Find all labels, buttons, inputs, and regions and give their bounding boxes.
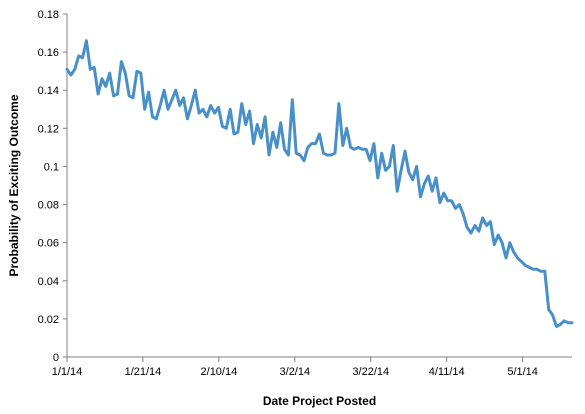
y-tick-label: 0.08 [38,200,59,212]
x-tick-label: 3/22/14 [352,366,389,378]
y-tick-label: 0.1 [44,161,59,173]
y-axis-title: Probability of Exciting Outcome [7,94,21,276]
series-line [65,39,574,328]
x-tick-label: 1/21/14 [125,366,162,378]
y-tick-label: 0.12 [38,123,59,135]
y-tick-label: 0.16 [38,47,59,59]
y-tick-label: 0.02 [38,314,59,326]
y-tick-label: 0.06 [38,238,59,250]
y-tick-label: 0.04 [38,276,59,288]
x-axis-title: Date Project Posted [263,394,376,408]
y-tick-label: 0.18 [38,9,59,21]
x-tick-label: 1/1/14 [52,366,83,378]
x-tick-label: 4/11/14 [429,366,465,378]
y-axis-ticks: 0 0.02 0.04 0.06 0.08 0.1 0.12 0.14 0.16 0.18 [38,9,67,364]
x-axis-ticks: 1/1/14 1/21/14 2/10/14 3/2/14 3/22/14 4/11/14… [52,357,538,378]
y-tick-label: 0 [53,352,59,364]
x-tick-label: 5/1/14 [507,366,538,378]
x-tick-label: 3/2/14 [280,366,311,378]
x-tick-label: 2/10/14 [201,366,238,378]
y-tick-label: 0.14 [38,85,59,97]
